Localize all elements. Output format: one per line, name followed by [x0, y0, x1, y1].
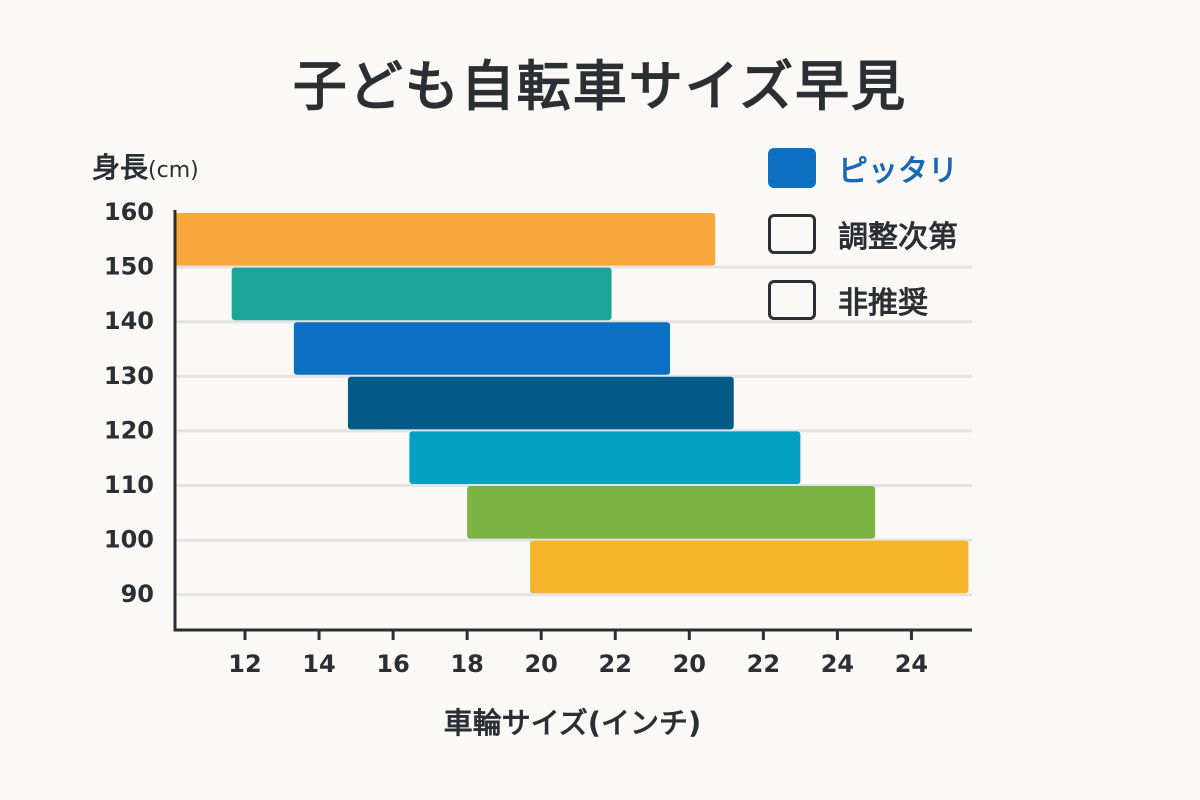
legend-label-adjustable: 調整次第 — [838, 220, 958, 255]
y-axis-label-text: 身長 — [92, 151, 149, 184]
x-tick-label-0: 12 — [228, 650, 261, 678]
x-tick-label-6: 20 — [673, 650, 706, 678]
bar-130-140 — [293, 322, 671, 375]
x-tick-label-9: 24 — [895, 650, 928, 678]
y-tick-label-130: 130 — [104, 362, 154, 390]
x-tick-label-5: 22 — [599, 650, 632, 678]
legend-item-not-recommended: 非推奨 — [768, 278, 958, 322]
y-tick-label-160: 160 — [104, 198, 154, 226]
legend-swatch-fit — [768, 148, 816, 188]
legend-item-fit: ピッタリ — [768, 146, 958, 190]
bar-110-120 — [409, 431, 801, 484]
legend-item-adjustable: 調整次第 — [768, 212, 958, 256]
legend: ピッタリ 調整次第 非推奨 — [768, 146, 958, 344]
bar-100-110 — [467, 486, 876, 539]
y-tick-label-140: 140 — [104, 307, 154, 335]
y-axis-unit: (cm) — [148, 158, 199, 183]
y-tick-label-120: 120 — [104, 416, 154, 444]
x-tick-label-3: 18 — [450, 650, 483, 678]
chart-title: 子ども自転車サイズ早見 — [292, 55, 908, 118]
y-tick-label-110: 110 — [104, 471, 154, 499]
x-tick-label-1: 14 — [302, 650, 335, 678]
bar-90-100 — [530, 540, 969, 594]
y-tick-label-90: 90 — [121, 580, 154, 608]
legend-label-fit: ピッタリ — [838, 154, 958, 189]
bar-150-160 — [174, 213, 716, 266]
legend-label-not-recommended: 非推奨 — [838, 286, 928, 321]
bar-140-150 — [231, 267, 612, 321]
y-tick-label-150: 150 — [104, 253, 154, 281]
x-tick-label-4: 20 — [524, 650, 557, 678]
y-tick-label-100: 100 — [104, 526, 154, 554]
legend-swatch-adjustable — [768, 214, 816, 254]
y-axis-label: 身長(cm) — [92, 146, 199, 186]
x-tick-label-8: 24 — [821, 650, 854, 678]
x-tick-label-2: 16 — [376, 650, 409, 678]
bar-120-130 — [347, 376, 734, 430]
legend-swatch-not-recommended — [768, 280, 816, 320]
x-axis-label: 車輪サイズ(インチ) — [443, 706, 702, 740]
x-tick-label-7: 22 — [747, 650, 780, 678]
